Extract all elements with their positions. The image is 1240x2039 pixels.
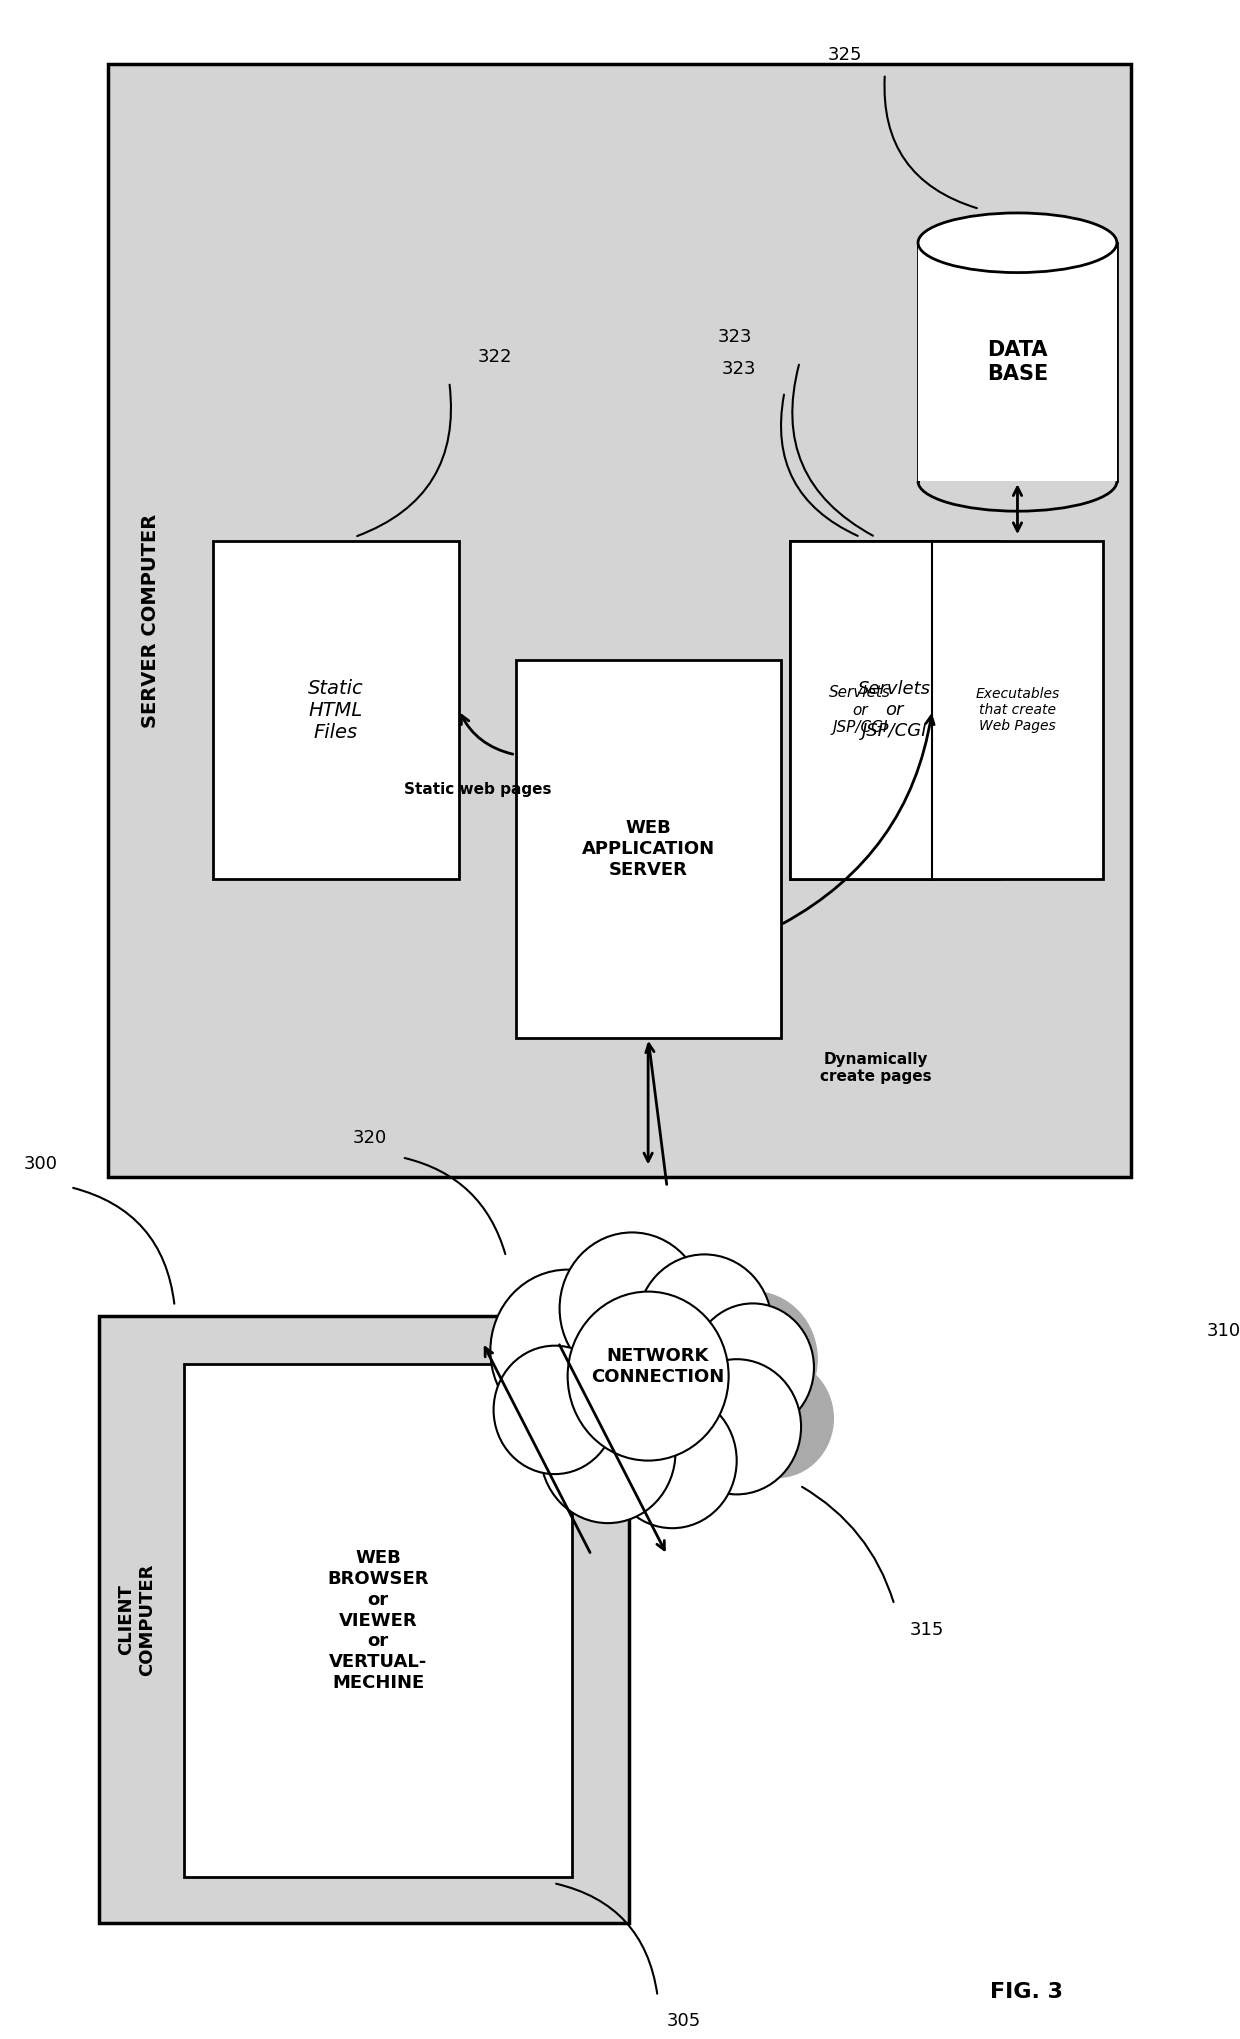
- Circle shape: [568, 1291, 729, 1460]
- Text: 320: 320: [352, 1130, 387, 1148]
- Circle shape: [720, 1360, 833, 1478]
- Text: CLIENT
COMPUTER: CLIENT COMPUTER: [118, 1564, 156, 1676]
- Text: NETWORK
CONNECTION: NETWORK CONNECTION: [591, 1346, 724, 1387]
- Text: 323: 323: [722, 361, 756, 377]
- Circle shape: [541, 1380, 676, 1523]
- Text: WEB
BROWSER
or
VIEWER
or
VERTUAL-
MECHINE: WEB BROWSER or VIEWER or VERTUAL- MECHIN…: [327, 1550, 429, 1692]
- Bar: [790, 540, 1102, 879]
- Bar: [184, 1364, 573, 1878]
- Circle shape: [692, 1303, 813, 1431]
- Text: SERVER COMPUTER: SERVER COMPUTER: [140, 514, 160, 728]
- Bar: [99, 1317, 629, 1923]
- Text: 305: 305: [667, 2012, 702, 2031]
- Text: 325: 325: [827, 45, 862, 63]
- Text: 315: 315: [909, 1621, 944, 1639]
- Text: Servlets
or
JSP/CGI: Servlets or JSP/CGI: [858, 681, 931, 740]
- Text: 323: 323: [718, 328, 753, 347]
- Text: 322: 322: [477, 349, 512, 367]
- Text: 310: 310: [1207, 1323, 1240, 1340]
- Bar: [212, 540, 459, 879]
- Bar: [108, 63, 1131, 1177]
- Circle shape: [490, 1270, 645, 1431]
- Circle shape: [672, 1360, 801, 1495]
- Bar: [516, 661, 781, 1038]
- Bar: [790, 540, 998, 879]
- Text: Dynamically
create pages: Dynamically create pages: [820, 1052, 931, 1085]
- Circle shape: [637, 1254, 773, 1397]
- Circle shape: [559, 1232, 704, 1384]
- Circle shape: [688, 1291, 817, 1427]
- Text: 300: 300: [24, 1156, 57, 1172]
- Text: Static web pages: Static web pages: [404, 783, 552, 797]
- Text: DATA
BASE: DATA BASE: [987, 341, 1048, 383]
- Text: WEB
APPLICATION
SERVER: WEB APPLICATION SERVER: [582, 820, 714, 879]
- Text: FIG. 3: FIG. 3: [991, 1982, 1064, 2002]
- Text: Static
HTML
Files: Static HTML Files: [308, 679, 363, 742]
- Text: Servlets
or
JSP/CGI: Servlets or JSP/CGI: [830, 685, 892, 734]
- Bar: [918, 243, 1117, 481]
- Text: Executables
that create
Web Pages: Executables that create Web Pages: [976, 687, 1060, 734]
- Circle shape: [608, 1393, 737, 1527]
- Circle shape: [494, 1346, 616, 1474]
- Ellipse shape: [918, 212, 1117, 273]
